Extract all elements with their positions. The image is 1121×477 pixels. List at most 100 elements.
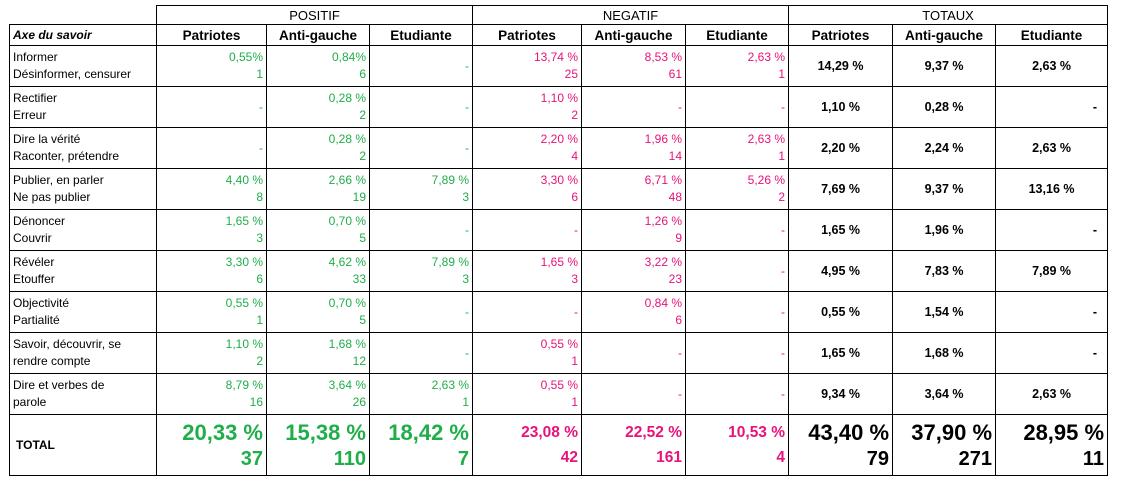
total-cell: 1,65 % bbox=[788, 332, 894, 374]
value-cell: 1,65 % 3 bbox=[156, 209, 267, 251]
value-cell: 2,63 % 1 bbox=[684, 127, 790, 169]
count: 1 bbox=[571, 354, 578, 368]
count: 3 bbox=[256, 231, 263, 245]
count: 6 bbox=[675, 313, 682, 327]
percentage: 0,70 % bbox=[328, 214, 366, 228]
total-cell: 9,34 % bbox=[788, 373, 894, 415]
count: 3 bbox=[462, 190, 469, 204]
count: 16 bbox=[249, 395, 263, 409]
percentage: 6,71 % bbox=[644, 173, 682, 187]
count: 6 bbox=[256, 272, 263, 286]
row-label: Objectivité Partialité bbox=[9, 291, 157, 333]
row-label: Dire la vérité Raconter, prétendre bbox=[9, 127, 157, 169]
column-header-row: Axe du savoir Patriotes Anti-gauche Etud… bbox=[9, 24, 1109, 46]
value-cell: 7,89 % 3 bbox=[369, 168, 473, 210]
group-totaux: TOTAUX bbox=[788, 5, 1109, 25]
count: 2 bbox=[359, 108, 366, 122]
value-cell: 20,33 % 37 bbox=[156, 414, 267, 476]
row-label: Dénoncer Couvrir bbox=[9, 209, 157, 251]
total-cell: - bbox=[995, 291, 1109, 333]
value-cell: 0,55% 1 bbox=[156, 45, 267, 87]
count: 2 bbox=[256, 354, 263, 368]
row-label-line: Savoir, découvrir, se bbox=[13, 337, 122, 351]
row-label: Dire et verbes de parole bbox=[9, 373, 157, 415]
percentage: 5,26 % bbox=[747, 173, 786, 187]
percentage: 3,22 % bbox=[644, 255, 682, 269]
total-cell: 2,24 % bbox=[892, 127, 997, 169]
total-cell: 2,20 % bbox=[788, 127, 894, 169]
value-cell: 10,53 % 4 bbox=[684, 414, 790, 476]
table-row: Publier, en parler Ne pas publier 4,40 % 8 2… bbox=[9, 168, 1109, 210]
percentage: 0,84 % bbox=[644, 296, 682, 310]
count: 61 bbox=[668, 67, 682, 81]
percentage: 7,89 % bbox=[431, 173, 469, 187]
total-cell: 2,63 % bbox=[995, 45, 1109, 87]
total-cell: 2,63 % bbox=[995, 373, 1109, 415]
value-cell: 4,62 % 33 bbox=[266, 250, 370, 292]
percentage: 2,63 % bbox=[431, 378, 469, 392]
total-cell: 9,37 % bbox=[892, 45, 997, 87]
count: 2 bbox=[571, 108, 578, 122]
count: 11 bbox=[1082, 448, 1105, 470]
count: 12 bbox=[352, 354, 366, 368]
corner-cell bbox=[9, 5, 157, 25]
row-label-line: Publier, en parler bbox=[13, 173, 104, 187]
value-cell: 8,53 % 61 bbox=[581, 45, 686, 87]
empty-cell: - bbox=[684, 86, 790, 128]
value-cell: 1,10 % 2 bbox=[472, 86, 582, 128]
percentage: 2,63 % bbox=[747, 132, 786, 146]
percentage: 1,10 % bbox=[540, 91, 578, 105]
total-cell: 0,55 % bbox=[788, 291, 894, 333]
count: 9 bbox=[675, 231, 682, 245]
percentage: 1,96 % bbox=[644, 132, 682, 146]
count: 3 bbox=[571, 272, 578, 286]
percentage: 15,38 % bbox=[285, 420, 366, 445]
row-label-line: Dénoncer bbox=[13, 214, 66, 228]
empty-cell: - bbox=[156, 127, 267, 169]
total-cell: 1,68 % bbox=[892, 332, 997, 374]
value-cell: 0,84% 6 bbox=[266, 45, 370, 87]
total-cell: 1,65 % bbox=[788, 209, 894, 251]
total-cell: - bbox=[995, 209, 1109, 251]
count: 4 bbox=[571, 149, 578, 163]
percentage: 13,74 % bbox=[533, 50, 578, 64]
count: 8 bbox=[256, 190, 263, 204]
percentage: 43,40 % bbox=[808, 420, 890, 445]
total-cell: 1,10 % bbox=[788, 86, 894, 128]
percentage: 2,63 % bbox=[747, 50, 786, 64]
count: 6 bbox=[359, 67, 366, 81]
empty-cell: - bbox=[369, 332, 473, 374]
row-label-line: Rectifier bbox=[13, 91, 58, 105]
total-cell: 4,95 % bbox=[788, 250, 894, 292]
total-row: TOTAL 20,33 % 37 15,38 % 110 18,42 % 7 23,08 % 4… bbox=[9, 414, 1109, 476]
total-cell: 9,37 % bbox=[892, 168, 997, 210]
count: 2 bbox=[778, 190, 786, 204]
count: 1 bbox=[778, 149, 786, 163]
total-cell: 0,28 % bbox=[892, 86, 997, 128]
row-label-line: Etouffer bbox=[13, 272, 55, 286]
value-cell: 1,26 % 9 bbox=[581, 209, 686, 251]
percentage: 4,62 % bbox=[328, 255, 366, 269]
total-cell: 7,69 % bbox=[788, 168, 894, 210]
percentage: 3,30 % bbox=[540, 173, 578, 187]
percentage: 0,55% bbox=[228, 50, 263, 64]
empty-cell: - bbox=[684, 373, 790, 415]
count: 7 bbox=[457, 448, 469, 470]
value-cell: 1,96 % 14 bbox=[581, 127, 686, 169]
value-cell: 3,30 % 6 bbox=[156, 250, 267, 292]
percentage: 1,26 % bbox=[644, 214, 682, 228]
percentage: 28,95 % bbox=[1023, 420, 1105, 445]
axis-label: Axe du savoir bbox=[9, 24, 157, 46]
count: 110 bbox=[333, 448, 366, 470]
row-label-line: Dire et verbes de bbox=[13, 378, 105, 392]
empty-cell: - bbox=[156, 86, 267, 128]
percentage: 4,40 % bbox=[225, 173, 263, 187]
total-cell: - bbox=[995, 332, 1109, 374]
percentage: 8,53 % bbox=[644, 50, 682, 64]
value-cell: 3,64 % 26 bbox=[266, 373, 370, 415]
count: 37 bbox=[240, 448, 263, 470]
row-label-line: Objectivité bbox=[13, 296, 70, 310]
empty-cell: - bbox=[369, 209, 473, 251]
empty-cell: - bbox=[684, 209, 790, 251]
row-label: Révéler Etouffer bbox=[9, 250, 157, 292]
